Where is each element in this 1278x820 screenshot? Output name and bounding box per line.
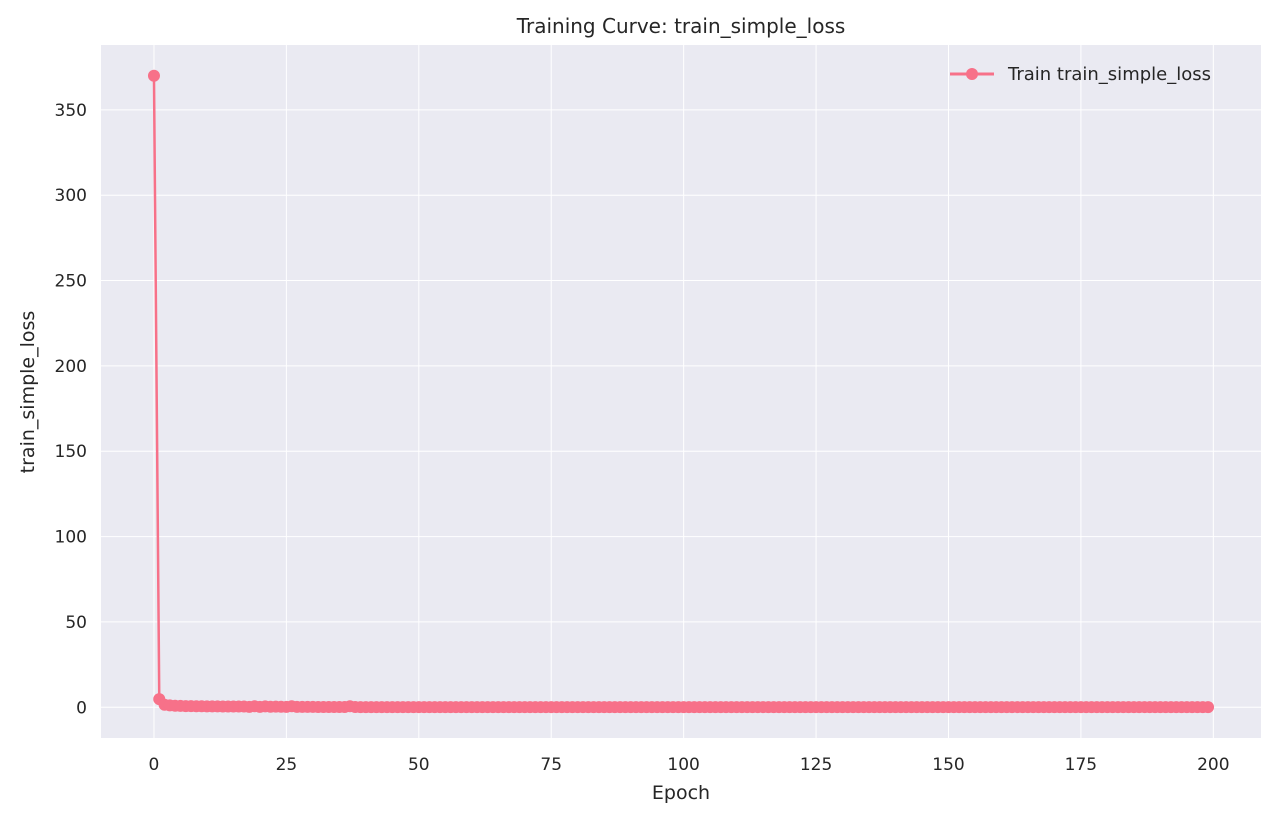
chart-title: Training Curve: train_simple_loss — [516, 14, 846, 38]
x-tick-label: 100 — [667, 755, 699, 775]
y-tick-label: 350 — [55, 101, 87, 121]
x-tick-label: 175 — [1065, 755, 1097, 775]
x-tick-label: 200 — [1197, 755, 1229, 775]
legend-marker — [966, 68, 978, 80]
y-tick-label: 150 — [55, 442, 87, 462]
x-tick-label: 50 — [408, 755, 430, 775]
y-tick-label: 200 — [55, 357, 87, 377]
plot-background — [101, 45, 1261, 738]
y-axis-label: train_simple_loss — [17, 311, 39, 474]
x-tick-labels: 0 25 50 75 100 125 150 175 200 — [149, 755, 1230, 775]
x-tick-label: 25 — [276, 755, 298, 775]
legend-label: Train train_simple_loss — [1007, 64, 1211, 85]
x-tick-label: 0 — [149, 755, 160, 775]
x-tick-label: 75 — [540, 755, 562, 775]
y-tick-label: 250 — [55, 272, 87, 292]
x-tick-label: 125 — [800, 755, 832, 775]
data-point — [147, 69, 160, 82]
y-tick-labels: 0 50 100 150 200 250 300 350 — [55, 101, 87, 718]
data-point — [1202, 701, 1215, 714]
y-tick-label: 100 — [55, 528, 87, 548]
x-tick-label: 150 — [932, 755, 964, 775]
legend: Train train_simple_loss — [950, 64, 1211, 85]
y-tick-label: 0 — [76, 698, 87, 718]
y-tick-label: 300 — [55, 186, 87, 206]
series-group — [147, 69, 1215, 714]
x-axis-label: Epoch — [652, 782, 710, 804]
grid-lines — [101, 45, 1261, 738]
y-tick-label: 50 — [65, 613, 87, 633]
